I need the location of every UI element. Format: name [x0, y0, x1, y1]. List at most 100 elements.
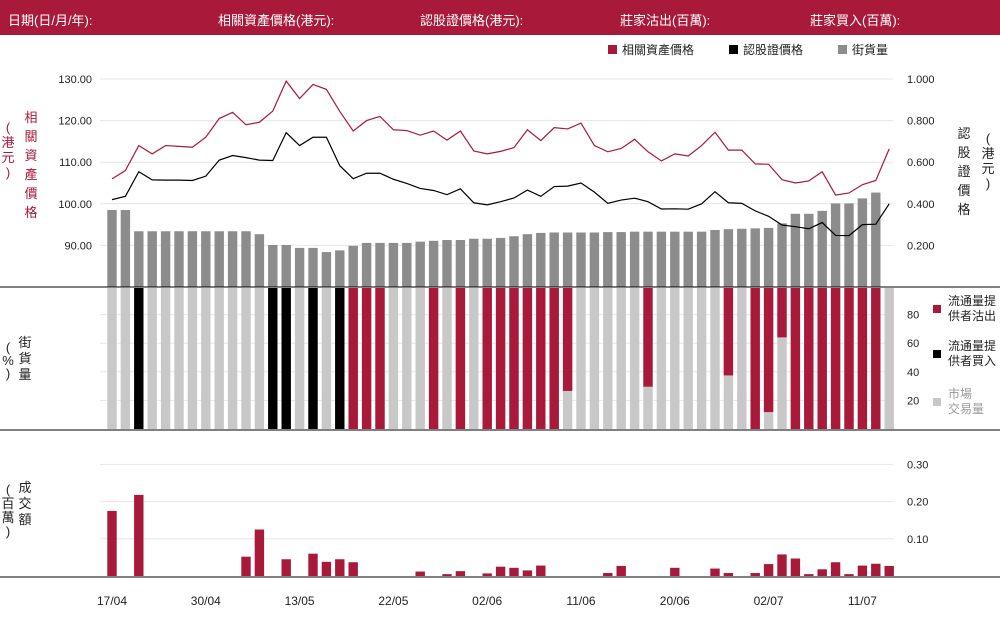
outstanding-bar	[509, 236, 519, 287]
outstanding-bar	[442, 239, 452, 287]
turnover-bar	[616, 565, 626, 576]
share-axis-unit: %	[2, 353, 14, 368]
outstanding-bar	[844, 203, 854, 287]
left-axis-title: 價	[24, 186, 37, 201]
turnover-axis-title: 成	[18, 480, 31, 495]
underlying-price-label: 相關資產價格(港元):	[218, 13, 335, 28]
legend-item: 街貨量	[852, 42, 888, 57]
mm-sell-bar	[723, 288, 734, 376]
turnover-bar	[844, 574, 854, 576]
share-legend-swatch	[933, 305, 941, 313]
market-volume-bar	[241, 288, 251, 429]
right-axis-unit: )	[986, 176, 990, 191]
market-volume-bar	[294, 288, 305, 429]
share-legend-label: 流通量提	[948, 338, 996, 353]
turnover-bar	[884, 565, 894, 576]
turnover-axis-tick: 0.30	[907, 459, 928, 471]
outstanding-bar	[335, 250, 345, 287]
left-axis-unit: 港	[1, 135, 14, 150]
right-axis-unit: (	[986, 131, 991, 146]
turnover-bar	[134, 494, 144, 576]
mm-sell-bar	[361, 288, 372, 429]
market-volume-bar	[107, 288, 117, 429]
share-axis-title: 街	[18, 335, 31, 350]
outstanding-bar	[214, 231, 224, 287]
outstanding-bar	[603, 232, 613, 287]
turnover-bar	[415, 571, 425, 576]
share-legend-label: 交易量	[948, 401, 984, 416]
x-axis-date-label: 20/06	[660, 594, 690, 608]
turnover-bar	[455, 571, 466, 576]
mm-buy-bar	[268, 288, 278, 429]
outstanding-bar	[576, 232, 586, 287]
market-volume-bar	[201, 288, 211, 429]
outstanding-bar	[482, 238, 492, 287]
legend-item: 認股證價格	[743, 42, 803, 57]
outstanding-bar	[656, 231, 667, 287]
outstanding-bar	[790, 213, 801, 287]
x-axis-date-label: 30/04	[191, 594, 221, 608]
outstanding-bar	[254, 234, 265, 287]
mm-sell-bar	[830, 288, 841, 429]
market-volume-bar	[227, 288, 238, 429]
turnover-bar	[871, 563, 881, 576]
share-legend-label: 供者沽出	[948, 309, 996, 323]
market-volume-bar	[589, 288, 600, 429]
outstanding-bar	[469, 238, 479, 287]
right-axis-title: 價	[957, 183, 970, 198]
date-label: 日期(日/月/年):	[8, 13, 93, 28]
share-legend-swatch	[933, 398, 941, 406]
outstanding-bar	[522, 234, 533, 287]
outstanding-bar	[241, 231, 251, 287]
outstanding-bar	[683, 231, 693, 287]
warrant-price-line	[111, 131, 890, 237]
market-volume-bar	[388, 288, 399, 429]
left-axis-unit: (	[6, 120, 11, 135]
right-axis-unit: 元	[981, 161, 994, 176]
turnover-axis-unit: 百	[1, 496, 14, 511]
mm-buy-bar	[308, 288, 318, 429]
turnover-bar	[482, 573, 492, 576]
share-legend-label: 市場	[948, 386, 972, 401]
turnover-axis-tick: 0.10	[907, 534, 928, 546]
outstanding-bar	[643, 231, 653, 287]
mm-sell-bar	[750, 288, 760, 429]
outstanding-bar	[428, 240, 439, 287]
market-volume-bar	[174, 288, 184, 429]
x-axis-date-label: 13/05	[285, 594, 315, 608]
mm-sell-bar	[643, 288, 653, 387]
left-axis-title: 產	[24, 167, 37, 182]
right-axis-tick: 0.400	[907, 199, 935, 211]
mm-sell-bar	[428, 288, 439, 429]
mm-buy-bar	[134, 288, 144, 429]
market-volume-bar	[603, 288, 613, 429]
market-volume-bar	[321, 288, 332, 429]
turnover-bar	[536, 565, 546, 576]
mm-sell-bar	[817, 288, 827, 429]
mm-sell-bar	[455, 288, 466, 429]
outstanding-bar	[871, 192, 881, 287]
outstanding-bar	[348, 245, 358, 287]
mm-sell-bar	[549, 288, 559, 429]
outstanding-bar	[107, 210, 117, 287]
turnover-bar	[723, 573, 734, 576]
left-axis-tick: 110.00	[59, 157, 92, 169]
left-axis-unit: )	[6, 165, 10, 180]
warrant-price-label: 認股證價格(港元):	[420, 13, 524, 28]
market-volume-bar	[737, 288, 747, 429]
outstanding-bar	[696, 231, 707, 287]
x-axis-date-label: 22/05	[378, 594, 408, 608]
outstanding-bar	[402, 242, 412, 287]
left-axis-title: 資	[24, 148, 37, 163]
turnover-axis-unit: 萬	[1, 510, 14, 525]
share-legend-swatch	[933, 350, 941, 358]
left-axis-title: 關	[24, 129, 37, 144]
share-legend-label: 流通量提	[948, 293, 996, 308]
share-axis-tick: 40	[907, 367, 919, 379]
outstanding-bar	[147, 231, 157, 287]
mm-sell-bar	[509, 288, 519, 429]
outstanding-bar	[134, 231, 144, 287]
turnover-bar	[670, 567, 680, 576]
turnover-bar	[335, 559, 345, 576]
turnover-bar	[509, 567, 519, 576]
